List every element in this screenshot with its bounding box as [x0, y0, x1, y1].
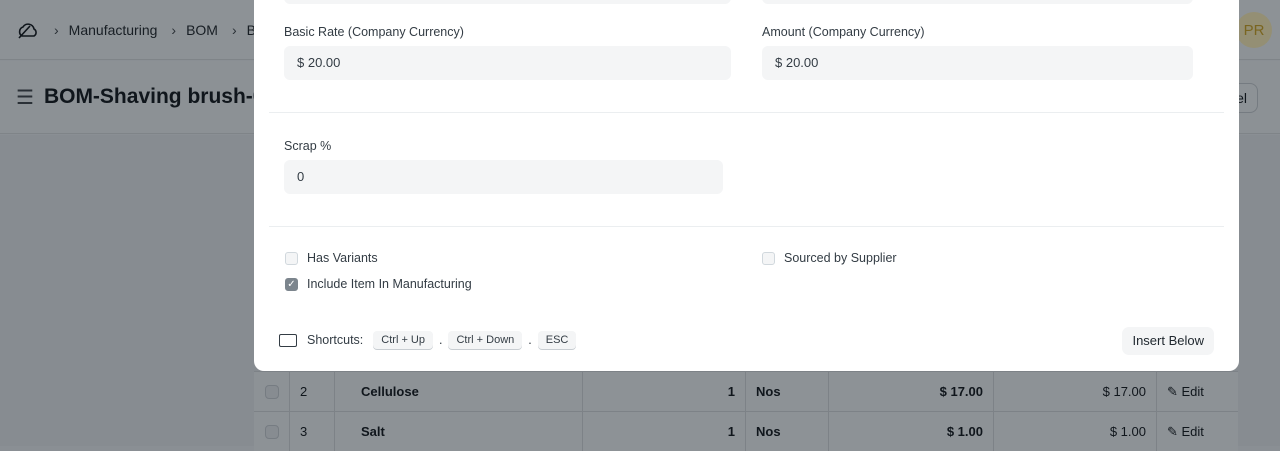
cloud-logo-icon[interactable]: [16, 20, 40, 40]
amount-input[interactable]: $ 20.00: [762, 46, 1193, 80]
uom: Nos: [746, 412, 829, 451]
edit-button[interactable]: ✎ Edit: [1157, 412, 1238, 451]
scrap-label: Scrap %: [284, 139, 332, 153]
pencil-icon: ✎: [1167, 423, 1182, 439]
items-table: 2 Cellulose 1 Nos $ 17.00 $ 17.00 ✎ Edit…: [254, 371, 1238, 451]
row-index: 2: [290, 372, 335, 411]
section-divider: [269, 112, 1224, 113]
insert-below-button[interactable]: Insert Below: [1122, 327, 1214, 355]
field-above-right[interactable]: [762, 0, 1193, 4]
table-row[interactable]: 2 Cellulose 1 Nos $ 17.00 $ 17.00 ✎ Edit: [254, 371, 1238, 411]
basic-rate-label: Basic Rate (Company Currency): [284, 25, 464, 39]
table-row[interactable]: 3 Salt 1 Nos $ 1.00 $ 1.00 ✎ Edit: [254, 411, 1238, 451]
sourced-by-supplier-checkbox[interactable]: Sourced by Supplier: [762, 251, 897, 265]
item-code: Salt: [335, 412, 583, 451]
has-variants-checkbox[interactable]: Has Variants: [285, 251, 378, 265]
page-title: BOM-Shaving brush-001: [43, 85, 288, 108]
chevron-right-icon: ›: [171, 21, 177, 38]
checkbox[interactable]: [285, 251, 298, 265]
menu-icon[interactable]: ☰: [16, 86, 34, 109]
rate: $ 1.00: [829, 412, 994, 451]
item-code: Cellulose: [335, 372, 583, 411]
shortcut-ctrl-up: Ctrl + Up: [373, 331, 433, 349]
breadcrumb-current[interactable]: BOM-Shaving brush-001: [246, 21, 258, 38]
shortcuts-label: Shortcuts:: [307, 333, 364, 347]
keyboard-icon: [279, 333, 297, 347]
include-item-checkbox[interactable]: ✓ Include Item In Manufacturing: [285, 277, 472, 291]
row-checkbox[interactable]: [264, 424, 279, 439]
shortcut-ctrl-down: Ctrl + Down: [448, 331, 523, 349]
chevron-right-icon: ›: [54, 21, 59, 38]
checkbox-checked[interactable]: ✓: [285, 277, 298, 291]
row-checkbox[interactable]: [264, 384, 279, 399]
edit-label: Edit: [1181, 384, 1204, 399]
field-above-left[interactable]: [284, 0, 731, 4]
checkbox[interactable]: [762, 251, 775, 265]
uom: Nos: [746, 372, 829, 411]
scrap-input[interactable]: 0: [284, 160, 723, 194]
amount-label: Amount (Company Currency): [762, 25, 925, 39]
avatar[interactable]: PR: [1236, 12, 1272, 48]
shortcut-esc: ESC: [537, 331, 577, 349]
basic-rate-input[interactable]: $ 20.00: [284, 46, 731, 80]
edit-button[interactable]: ✎ Edit: [1157, 372, 1238, 411]
chevron-right-icon: ›: [231, 21, 237, 38]
checkbox-label: Sourced by Supplier: [784, 251, 897, 265]
row-index: 3: [290, 412, 335, 451]
qty: 1: [583, 372, 746, 411]
checkbox-label: Has Variants: [307, 251, 378, 265]
section-divider: [269, 226, 1224, 227]
amount: $ 1.00: [994, 412, 1157, 451]
breadcrumb-manufacturing[interactable]: Manufacturing: [68, 21, 158, 38]
pencil-icon: ✎: [1167, 383, 1182, 399]
qty: 1: [583, 412, 746, 451]
edit-label: Edit: [1181, 424, 1204, 439]
breadcrumb-bom[interactable]: BOM: [186, 21, 218, 38]
rate: $ 17.00: [829, 372, 994, 411]
amount: $ 17.00: [994, 372, 1157, 411]
checkbox-label: Include Item In Manufacturing: [307, 277, 472, 291]
shortcuts-bar: Shortcuts: Ctrl + Up. Ctrl + Down. ESC: [279, 331, 580, 349]
row-edit-dialog: Basic Rate (Company Currency) $ 20.00 Am…: [254, 0, 1239, 371]
